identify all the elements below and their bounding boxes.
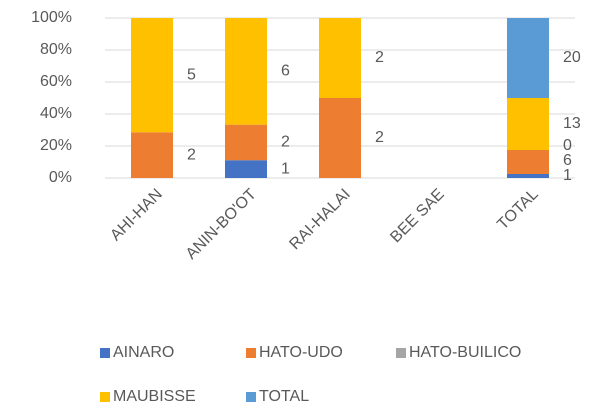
legend-swatch [396,348,406,358]
data-label: 2 [187,146,196,163]
bar-segment [131,132,173,178]
x-tick-label: TOTAL [494,186,542,234]
data-label: 2 [281,134,290,151]
legend-swatch [100,392,110,402]
legend-label: HATO-BUILICO [409,344,521,361]
legend-label: MAUBISSE [113,388,196,405]
legend-swatch [246,392,256,402]
data-label: 20 [563,49,581,66]
bar-segment [319,18,361,98]
legend-swatch [100,348,110,358]
data-label: 2 [375,129,384,146]
data-label: 1 [281,160,290,177]
y-tick-label: 0% [49,169,72,186]
bar-segment [131,18,173,133]
legend-label: TOTAL [259,388,309,405]
bar-segment [507,150,549,174]
data-label: 13 [563,115,581,132]
data-label: 2 [375,49,384,66]
legend-label: HATO-UDO [259,344,343,361]
bar-segment [225,18,267,125]
bar-segment [225,124,267,161]
y-tick-label: 40% [40,105,72,122]
data-label: 1 [563,167,572,184]
data-label: 5 [187,66,196,83]
x-tick-label: ANIN-BO'OT [183,186,260,263]
x-tick-label: AHI-HAN [107,186,166,245]
bar-segment [225,160,267,178]
y-tick-label: 20% [40,137,72,154]
data-label: 6 [281,63,290,80]
bar-segment [319,98,361,178]
x-tick-label: BEE SAE [387,186,447,246]
data-label: 6 [563,152,572,169]
y-tick-label: 100% [31,9,72,26]
y-tick-label: 80% [40,41,72,58]
bar-segment [507,18,549,98]
y-tick-label: 60% [40,73,72,90]
bar-segment [507,98,549,150]
legend-swatch [246,348,256,358]
x-tick-label: RAI-HALAI [286,186,353,253]
data-label: 0 [563,137,572,154]
bar-segment [507,174,549,178]
legend-label: AINARO [113,344,174,361]
